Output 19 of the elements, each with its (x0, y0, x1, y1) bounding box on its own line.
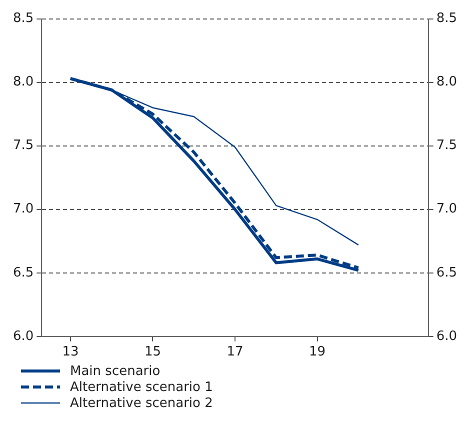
legend-label: Alternative scenario 2 (70, 396, 213, 410)
y2-tick-label: 8.5 (436, 11, 458, 26)
x-tick-label: 15 (144, 344, 162, 360)
y2-tick-label: 6.5 (436, 265, 458, 280)
y-tick-label: 7.0 (12, 202, 34, 217)
y-tick-label: 8.5 (12, 11, 34, 26)
y2-tick-label: 8.0 (436, 74, 458, 90)
y-tick-label: 7.5 (12, 138, 34, 154)
legend-label: Main scenario (70, 364, 160, 378)
x-tick-label: 19 (308, 344, 326, 360)
legend-label: Alternative scenario 1 (70, 380, 213, 394)
y-tick-label: 8.0 (12, 74, 34, 90)
y-tick-label: 6.0 (12, 328, 34, 344)
x-tick-label: 13 (62, 344, 79, 360)
y2-tick-label: 7.0 (436, 202, 458, 217)
y2-tick-label: 6.0 (436, 328, 458, 344)
y2-tick-label: 7.5 (436, 138, 458, 154)
y-tick-label: 6.5 (12, 265, 34, 280)
x-tick-label: 17 (226, 344, 244, 360)
